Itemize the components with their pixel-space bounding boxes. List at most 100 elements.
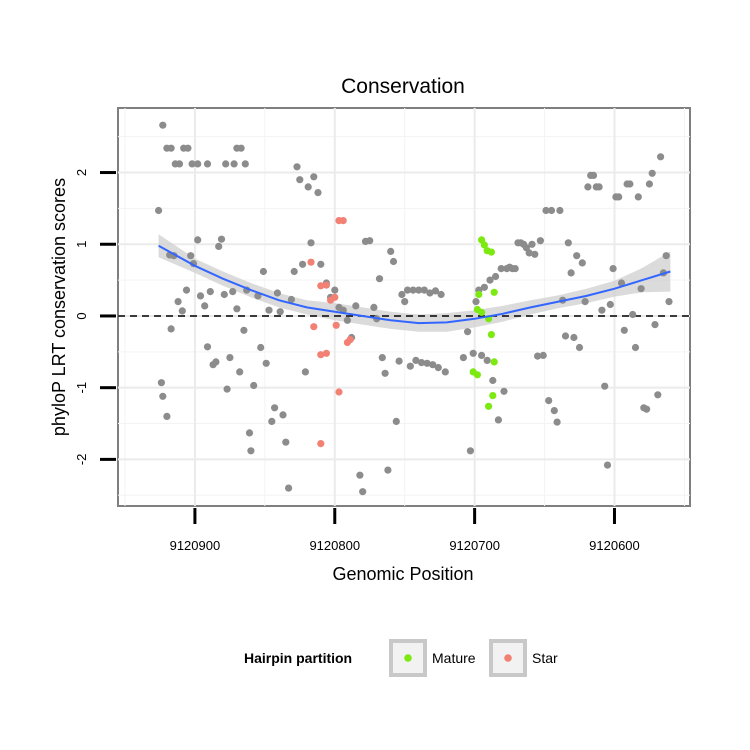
star-point xyxy=(335,388,343,396)
other-point xyxy=(398,290,406,299)
other-point xyxy=(648,169,656,177)
other-point xyxy=(273,289,281,297)
other-point xyxy=(406,362,414,370)
other-point xyxy=(236,368,244,376)
other-point xyxy=(492,272,500,281)
x-tick-label: 9120700 xyxy=(449,538,500,553)
other-point xyxy=(217,235,226,243)
other-point xyxy=(437,290,445,299)
other-point xyxy=(570,333,578,342)
other-point xyxy=(299,260,307,268)
other-point xyxy=(167,144,175,152)
other-point xyxy=(159,392,167,400)
other-point xyxy=(215,242,223,250)
other-point xyxy=(220,290,228,299)
other-point xyxy=(420,286,428,294)
other-point xyxy=(469,349,477,357)
other-point xyxy=(279,411,287,419)
other-point xyxy=(651,321,659,329)
star-point xyxy=(310,323,318,331)
other-point xyxy=(392,417,400,425)
y-axis-title: phyloP LRT conservation scores xyxy=(49,178,69,436)
other-point xyxy=(250,381,258,390)
other-point xyxy=(271,404,279,412)
other-point xyxy=(226,354,234,362)
other-point xyxy=(545,397,553,405)
other-point xyxy=(553,418,561,426)
other-point xyxy=(550,407,558,415)
other-point xyxy=(203,343,212,351)
other-point xyxy=(500,387,508,395)
other-point xyxy=(494,416,502,424)
other-point xyxy=(304,183,312,191)
star-point xyxy=(307,258,315,266)
mature-point xyxy=(487,248,495,256)
other-point xyxy=(163,412,171,420)
star-point xyxy=(322,349,330,357)
star-point xyxy=(317,440,325,448)
other-point xyxy=(389,257,398,266)
other-point xyxy=(575,343,584,352)
other-point xyxy=(343,316,351,324)
y-tick-label: 1 xyxy=(74,241,89,248)
other-point xyxy=(539,351,547,359)
other-point xyxy=(426,289,434,297)
other-point xyxy=(290,267,298,276)
other-point xyxy=(194,160,202,168)
star-point xyxy=(339,217,347,225)
other-point xyxy=(247,447,255,455)
other-point xyxy=(230,160,238,168)
y-tick-label: -2 xyxy=(74,454,89,466)
other-point xyxy=(567,269,575,277)
other-point xyxy=(184,144,192,152)
other-point xyxy=(296,176,304,184)
other-point xyxy=(429,361,437,369)
other-point xyxy=(395,357,403,365)
legend-swatch xyxy=(404,654,412,662)
mature-point xyxy=(490,288,498,296)
other-point xyxy=(387,247,395,255)
legend-label: Star xyxy=(532,650,558,666)
other-point xyxy=(609,265,617,273)
other-point xyxy=(317,260,325,268)
other-point xyxy=(212,358,220,366)
x-tick-label: 9120600 xyxy=(589,538,640,553)
other-point xyxy=(581,298,589,306)
other-point xyxy=(637,285,645,293)
other-point xyxy=(598,306,606,314)
other-point xyxy=(375,275,384,283)
y-tick-label: 2 xyxy=(74,169,89,176)
other-point xyxy=(654,391,662,399)
chart-title: Conservation xyxy=(341,75,465,98)
mature-point xyxy=(487,331,495,339)
other-point xyxy=(276,308,284,316)
other-point xyxy=(511,265,519,273)
other-point xyxy=(412,356,420,364)
star-point xyxy=(317,282,325,290)
other-point xyxy=(497,265,505,273)
other-point xyxy=(310,173,318,181)
other-point xyxy=(578,259,586,267)
mature-point xyxy=(489,392,497,400)
other-point xyxy=(196,292,205,300)
other-point xyxy=(423,359,431,367)
star-point xyxy=(322,281,330,289)
other-point xyxy=(245,429,254,437)
other-point xyxy=(223,385,231,393)
other-point xyxy=(352,302,360,310)
other-point xyxy=(178,307,186,315)
star-point xyxy=(332,321,340,329)
mature-point xyxy=(490,358,498,366)
other-point xyxy=(201,302,209,310)
other-point xyxy=(561,332,570,340)
other-point xyxy=(287,295,295,304)
other-point xyxy=(307,239,315,247)
confidence-band xyxy=(158,234,671,332)
other-point xyxy=(285,484,293,492)
other-point xyxy=(534,352,542,360)
other-point xyxy=(536,237,545,245)
other-point xyxy=(265,306,273,314)
other-point xyxy=(589,171,598,179)
other-point xyxy=(167,325,175,333)
other-point xyxy=(257,343,265,352)
